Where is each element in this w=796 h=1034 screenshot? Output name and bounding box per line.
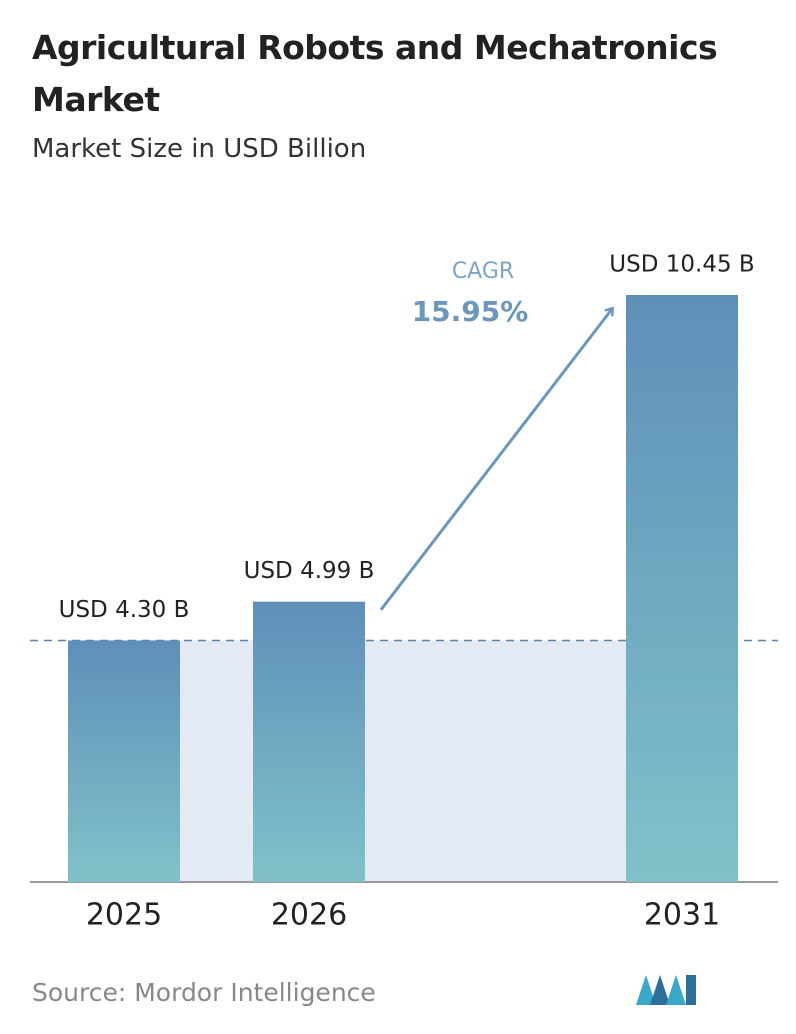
x-tick-label: 2025: [86, 898, 162, 933]
bar: [253, 601, 365, 882]
cagr-label: CAGR: [452, 259, 514, 284]
bar: [626, 295, 738, 882]
logo: [636, 975, 696, 1005]
chart-title: Agricultural Robots and Mechatronics Mar…: [32, 28, 718, 119]
chart-subtitle: Market Size in USD Billion: [32, 134, 367, 164]
bar: [68, 640, 180, 882]
value-label: USD 4.30 B: [59, 597, 190, 623]
cagr-arrow: [379, 309, 612, 611]
x-tick-label: 2031: [644, 898, 720, 933]
cagr-value: 15.95%: [412, 295, 529, 328]
value-label: USD 10.45 B: [609, 252, 754, 278]
x-tick-label: 2026: [271, 898, 347, 933]
source: Source: Mordor Intelligence: [32, 978, 376, 1007]
value-label: USD 4.99 B: [244, 558, 375, 584]
